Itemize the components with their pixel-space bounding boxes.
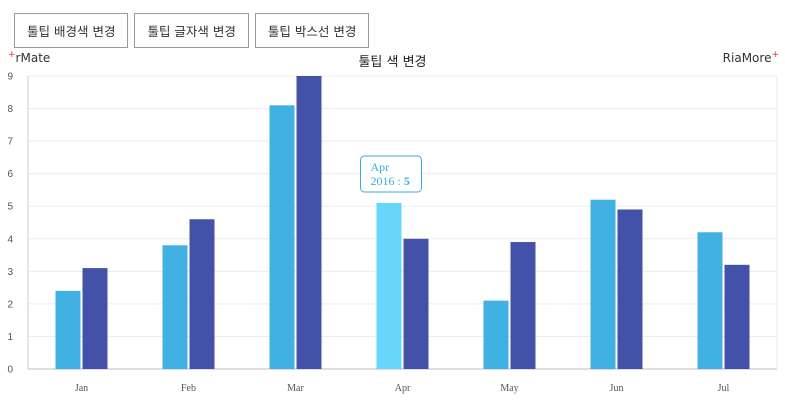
tooltip-series-label: 2016 : — [371, 174, 404, 188]
y-tick-label: 6 — [7, 169, 13, 180]
x-tick-label: Feb — [181, 383, 196, 394]
bar-apr-series-1[interactable] — [376, 202, 402, 369]
tooltip-border-color-button[interactable]: 툴팁 박스선 변경 — [254, 13, 370, 48]
plus-icon: + — [771, 50, 779, 60]
tooltip-category: Apr — [371, 160, 390, 174]
bar-feb-series-1[interactable] — [162, 245, 188, 369]
brand-right-text: RiaMore — [722, 51, 772, 65]
tooltip-value-line: 2016 : 5 — [371, 174, 410, 188]
y-tick-label: 5 — [7, 202, 13, 213]
axis-labels: 0 1 2 3 4 5 6 7 8 9 Jan Feb Mar Apr May Jun Jul — [7, 72, 729, 395]
x-tick-label: Jun — [610, 383, 624, 394]
x-tick-label: Mar — [287, 383, 304, 394]
tooltip-value: 5 — [404, 174, 410, 188]
axes — [27, 76, 778, 370]
y-tick-label: 9 — [7, 72, 13, 83]
bar-feb-series-2[interactable] — [189, 219, 215, 369]
y-tick-label: 3 — [7, 267, 13, 278]
grid — [28, 75, 777, 337]
y-tick-label: 4 — [7, 234, 13, 245]
bar-apr-series-2[interactable] — [403, 238, 429, 369]
bar-jun-series-2[interactable] — [617, 209, 643, 369]
button-row: 툴팁 배경색 변경 툴팁 글자색 변경 툴팁 박스선 변경 — [14, 13, 370, 48]
bar-jan-series-2[interactable] — [82, 268, 108, 369]
bar-mar-series-1[interactable] — [269, 105, 295, 370]
y-tick-label: 7 — [7, 137, 13, 148]
y-tick-label: 1 — [7, 332, 13, 343]
tooltip-font-color-button[interactable]: 툴팁 글자색 변경 — [134, 13, 249, 48]
y-tick-label: 8 — [7, 104, 13, 115]
bar-may-series-2[interactable] — [510, 242, 536, 369]
y-tick-label: 2 — [7, 299, 13, 310]
brand-left-text: rMate — [15, 51, 51, 65]
bar-jun-series-1[interactable] — [590, 199, 616, 369]
bar-jul-series-1[interactable] — [697, 232, 723, 369]
x-tick-label: Jul — [718, 383, 730, 394]
bar-may-series-1[interactable] — [483, 300, 509, 369]
bar-mar-series-2[interactable] — [296, 76, 322, 369]
bars — [55, 76, 750, 370]
bar-jan-series-1[interactable] — [55, 290, 81, 369]
bar-jul-series-2[interactable] — [724, 264, 750, 369]
x-tick-label: Apr — [395, 383, 411, 394]
x-tick-label: May — [500, 383, 518, 394]
tooltip-box — [360, 155, 422, 193]
plus-icon: + — [8, 50, 16, 60]
y-tick-label: 0 — [7, 365, 13, 376]
tooltip-bg-color-button[interactable]: 툴팁 배경색 변경 — [14, 13, 129, 48]
x-tick-label: Jan — [75, 383, 88, 394]
brand-logo-left[interactable]: +rMate — [8, 50, 50, 65]
chart-title: 툴팁 색 변경 — [358, 55, 427, 70]
brand-logo-right[interactable]: RiaMore+ — [723, 50, 779, 65]
